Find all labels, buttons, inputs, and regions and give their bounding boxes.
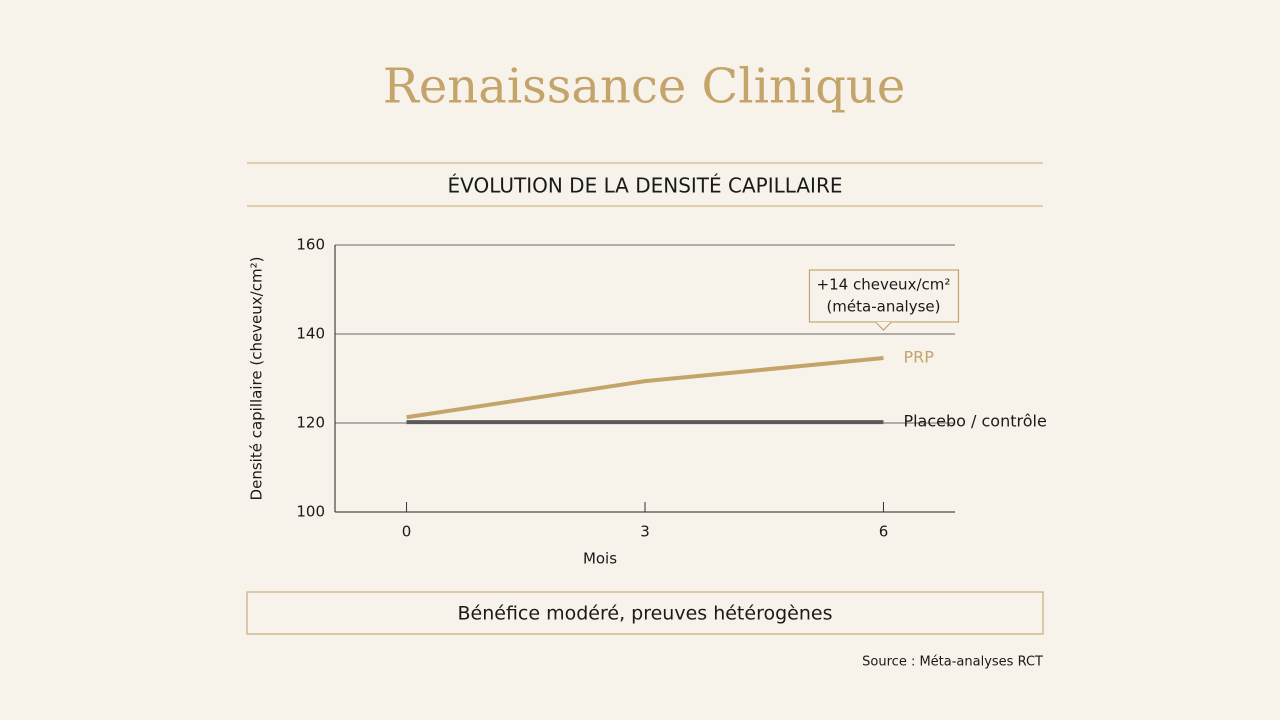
data-line	[406, 356, 884, 420]
chart-title: ÉVOLUTION DE LA DENSITÉ CAPILLAIRE	[448, 174, 843, 198]
summary: Bénéfice modéré, preuves hétérogènes	[458, 603, 833, 625]
source: Source : Méta-analyses RCT	[862, 655, 1043, 670]
annotation: (méta-analyse)	[826, 298, 940, 316]
y-axis-label: Densité capillaire (cheveux/cm²)	[248, 257, 266, 501]
series-label: PRP	[903, 348, 934, 367]
x-tick-label: 0	[402, 523, 412, 541]
annotation-box	[808, 269, 960, 323]
x-axis-label: Mois	[583, 550, 617, 568]
annotation: +14 cheveux/cm²	[817, 276, 951, 294]
summary-box	[246, 591, 1044, 635]
y-tick-label: 160	[296, 236, 325, 254]
plot: 100 120 140 160 0 3 6 Mois Densité capillaire (c…	[248, 236, 1047, 568]
x-tick-label: 3	[640, 523, 650, 541]
y-tick-label: 100	[296, 503, 325, 521]
y-tick-label: 120	[296, 414, 325, 432]
x-tick-label: 6	[879, 523, 889, 541]
y-tick-label: 140	[296, 325, 325, 343]
brand-title: Renaissance Clinique	[383, 59, 906, 115]
annotation-pointer	[875, 321, 892, 331]
series-label: Placebo / contrôle	[903, 412, 1046, 431]
